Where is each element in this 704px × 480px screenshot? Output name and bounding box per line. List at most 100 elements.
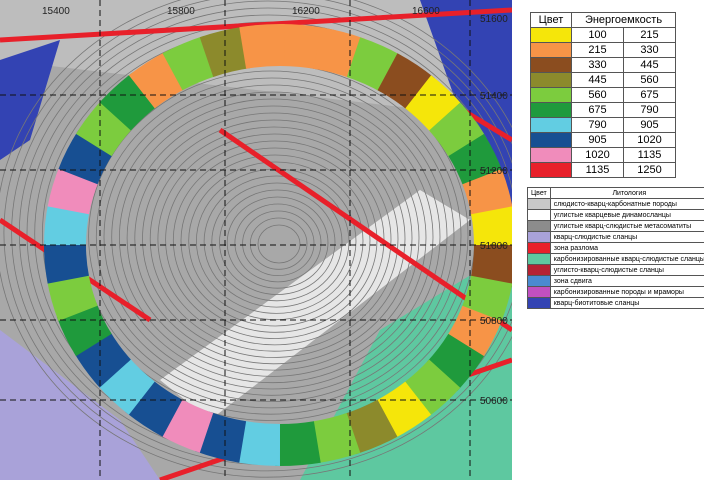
ring-segment bbox=[279, 24, 326, 70]
energy-ring bbox=[43, 23, 512, 467]
legend-row: углисто-кварц-слюдистые сланцы bbox=[527, 264, 704, 276]
legend-header: Цвет Энергоемкость bbox=[530, 12, 676, 28]
range-from: 100 bbox=[571, 27, 624, 43]
contour bbox=[219, 189, 336, 295]
color-swatch bbox=[530, 117, 572, 133]
grid bbox=[0, 0, 512, 480]
color-swatch bbox=[530, 57, 572, 73]
legend-row: углистые кварц-слюдистые метасоматиты bbox=[527, 220, 704, 232]
lithology-label: зона сдвига bbox=[549, 275, 704, 287]
color-swatch bbox=[530, 147, 572, 163]
ring-segment bbox=[47, 164, 100, 215]
legend-row: карбонизированные кварц-слюдистые сланцы bbox=[527, 253, 704, 265]
color-swatch bbox=[527, 209, 551, 221]
fault bbox=[0, 7, 512, 43]
ring-segment bbox=[309, 412, 361, 464]
ring-segment bbox=[404, 75, 464, 134]
lithology-label: углистые кварцевые динамосланцы bbox=[549, 209, 704, 221]
ring-segment bbox=[56, 301, 112, 357]
ring-segment bbox=[73, 330, 132, 388]
range-from: 905 bbox=[571, 132, 624, 148]
contour bbox=[242, 210, 315, 276]
contour bbox=[249, 217, 308, 270]
header-cell: Цвет bbox=[530, 12, 572, 28]
color-swatch bbox=[530, 102, 572, 118]
coordinate-label: 51600 bbox=[480, 14, 508, 25]
color-swatch bbox=[527, 275, 551, 287]
legend-row: 330 445 bbox=[530, 57, 677, 73]
range-to: 675 bbox=[622, 87, 677, 103]
ring-segment bbox=[234, 420, 281, 466]
contour bbox=[142, 119, 406, 358]
ring-segment bbox=[162, 35, 218, 91]
ring-segment bbox=[275, 421, 321, 467]
legend-row: кварц-биотитовые сланцы bbox=[527, 297, 704, 309]
rock-zone bbox=[0, 40, 60, 160]
coordinate-label: 16600 bbox=[412, 6, 440, 17]
ring-segment bbox=[96, 356, 156, 415]
contour bbox=[149, 126, 399, 352]
color-swatch bbox=[527, 231, 551, 243]
range-from: 215 bbox=[571, 42, 624, 58]
legend-row: 905 1020 bbox=[530, 132, 677, 148]
ring-segment bbox=[43, 240, 90, 284]
ring-segment bbox=[199, 26, 251, 78]
legend-row: 790 905 bbox=[530, 117, 677, 133]
color-swatch bbox=[530, 132, 572, 148]
ring-segment bbox=[75, 99, 134, 157]
ring-segment bbox=[158, 397, 214, 453]
legend-row: углистые кварцевые динамосланцы bbox=[527, 209, 704, 221]
legend-row: 1135 1250 bbox=[530, 162, 677, 178]
range-to: 215 bbox=[622, 27, 677, 43]
contour bbox=[180, 154, 371, 327]
coordinate-labels: 15400 15800 16200 16600 51600 51400 51200 51000… bbox=[42, 6, 508, 407]
coordinate-label: 51200 bbox=[480, 166, 508, 177]
energy-legend: Цвет Энергоемкость 100 215 215 330 330 445 445 56… bbox=[530, 12, 677, 178]
lithology-legend: Цвет Литология слюдисто-кварц-карбонатные … bbox=[527, 187, 704, 309]
ring-segment bbox=[58, 130, 114, 185]
rock-zone bbox=[0, 330, 160, 480]
color-swatch bbox=[530, 87, 572, 103]
lithology-label: углисто-кварц-слюдистые сланцы bbox=[549, 264, 704, 276]
ring-segment bbox=[462, 168, 512, 219]
contour bbox=[226, 196, 329, 289]
map: 15400 15800 16200 16600 51600 51400 51200 51000… bbox=[0, 0, 512, 480]
legend-row: карбонизированные породы и мраморы bbox=[527, 286, 704, 298]
color-swatch bbox=[527, 198, 551, 210]
legend-row: зона разлома bbox=[527, 242, 704, 254]
range-to: 1020 bbox=[622, 132, 677, 148]
contour bbox=[103, 84, 441, 390]
ring-segment bbox=[346, 37, 402, 93]
legend-row: слюдисто-кварц-карбонатные породы bbox=[527, 198, 704, 210]
contour bbox=[234, 203, 322, 283]
legend-row: 675 790 bbox=[530, 102, 677, 118]
ring-segment bbox=[428, 102, 487, 160]
coordinate-label: 51400 bbox=[480, 91, 508, 102]
rock-zone bbox=[330, 0, 512, 260]
contour bbox=[0, 0, 512, 478]
ring-segment bbox=[426, 333, 485, 391]
header-cell: Цвет bbox=[527, 187, 551, 199]
ring-segment bbox=[401, 359, 461, 418]
coordinate-label: 15800 bbox=[167, 6, 195, 17]
legend-row: 215 330 bbox=[530, 42, 677, 58]
color-swatch bbox=[527, 286, 551, 298]
range-to: 445 bbox=[622, 57, 677, 73]
coordinate-label: 50800 bbox=[480, 316, 508, 327]
range-to: 790 bbox=[622, 102, 677, 118]
lithology-label: карбонизированные породы и мраморы bbox=[549, 286, 704, 298]
color-swatch bbox=[527, 264, 551, 276]
contour bbox=[211, 182, 343, 302]
lithology-label: карбонизированные кварц-слюдистые сланцы bbox=[549, 253, 704, 265]
range-from: 1020 bbox=[571, 147, 624, 163]
lithology-label: углистые кварц-слюдистые метасоматиты bbox=[549, 220, 704, 232]
ring-segment bbox=[313, 27, 365, 79]
ring-segment bbox=[128, 51, 187, 109]
legend-header: Цвет Литология bbox=[527, 187, 704, 199]
lithology-label: зона разлома bbox=[549, 242, 704, 254]
contour bbox=[88, 70, 455, 403]
range-from: 330 bbox=[571, 57, 624, 73]
header-cell: Литология bbox=[549, 187, 704, 199]
contour bbox=[3, 0, 512, 472]
